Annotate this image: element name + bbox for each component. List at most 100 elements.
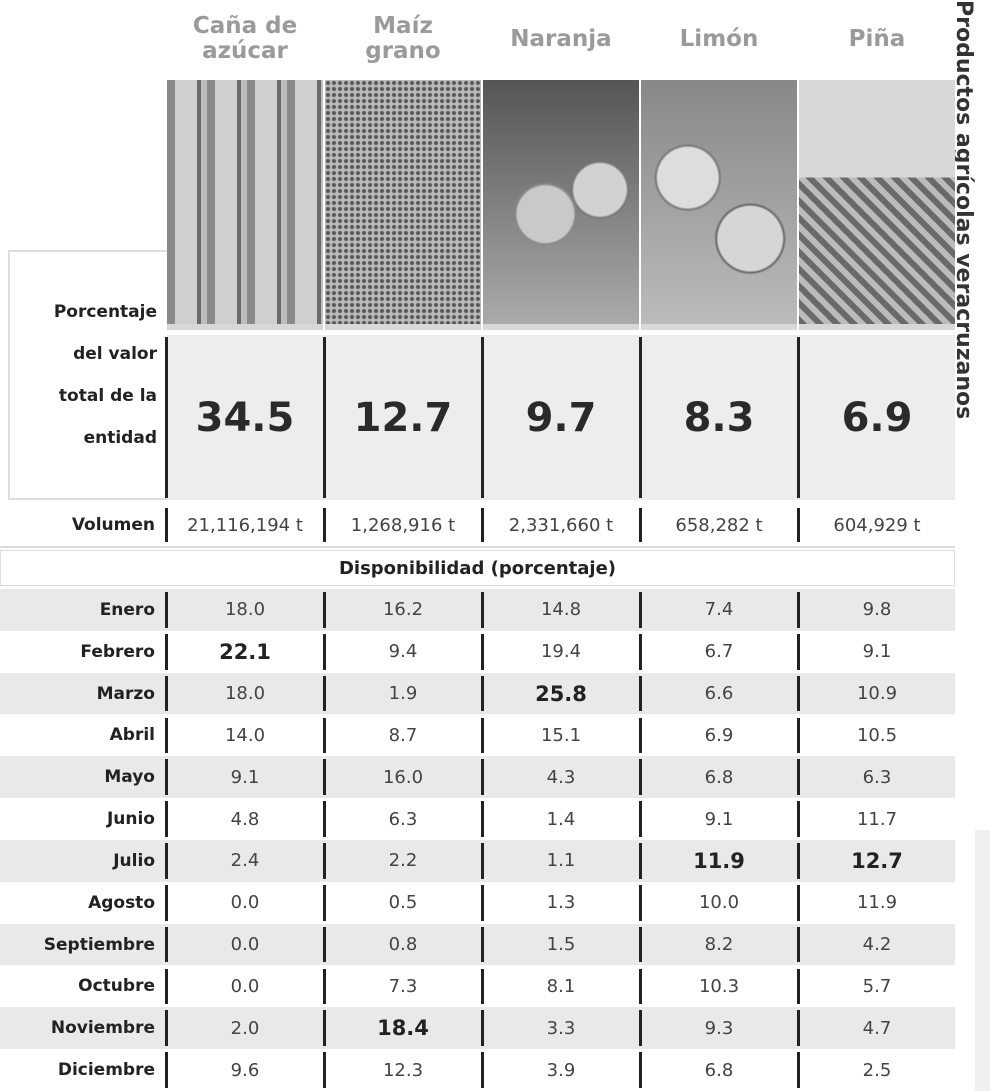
month-value: 10.3 xyxy=(641,966,797,1008)
month-label: Abril xyxy=(0,715,165,757)
separator xyxy=(797,843,800,879)
column-header: Naranja xyxy=(483,0,639,78)
separator xyxy=(323,969,326,1005)
separator xyxy=(323,843,326,879)
separator xyxy=(797,634,800,670)
column-header: Limón xyxy=(641,0,797,78)
month-value: 1.4 xyxy=(483,798,639,840)
month-label: Octubre xyxy=(0,966,165,1008)
separator xyxy=(323,801,326,837)
month-label: Julio xyxy=(0,840,165,882)
month-label: Febrero xyxy=(0,631,165,673)
month-value: 4.2 xyxy=(799,924,955,966)
separator xyxy=(797,676,800,712)
separator xyxy=(165,592,168,628)
month-value: 10.0 xyxy=(641,882,797,924)
separator xyxy=(323,759,326,795)
month-label: Septiembre xyxy=(0,924,165,966)
month-value: 6.7 xyxy=(641,631,797,673)
separator xyxy=(481,927,484,963)
separator xyxy=(639,634,642,670)
separator xyxy=(165,885,168,921)
month-value: 25.8 xyxy=(483,673,639,715)
separator xyxy=(165,337,168,498)
month-value: 1.5 xyxy=(483,924,639,966)
product-photo xyxy=(799,80,955,330)
month-value: 5.7 xyxy=(799,966,955,1008)
month-value: 9.6 xyxy=(167,1049,323,1091)
volume-value: 658,282 t xyxy=(641,505,797,545)
separator xyxy=(481,1052,484,1088)
separator xyxy=(165,718,168,754)
separator xyxy=(639,969,642,1005)
separator xyxy=(797,718,800,754)
month-value: 16.0 xyxy=(325,756,481,798)
month-value: 2.5 xyxy=(799,1049,955,1091)
separator xyxy=(797,927,800,963)
separator xyxy=(323,927,326,963)
separator xyxy=(323,1052,326,1088)
separator xyxy=(639,885,642,921)
month-value: 2.2 xyxy=(325,840,481,882)
percent-value: 9.7 xyxy=(483,335,639,500)
month-value: 1.3 xyxy=(483,882,639,924)
product-photo xyxy=(167,80,323,330)
month-value: 0.0 xyxy=(167,966,323,1008)
separator xyxy=(481,634,484,670)
separator xyxy=(797,759,800,795)
column-header-text: Maíz grano xyxy=(344,14,462,64)
separator xyxy=(639,337,642,498)
month-value: 8.2 xyxy=(641,924,797,966)
month-value: 9.1 xyxy=(641,798,797,840)
separator xyxy=(165,927,168,963)
month-value: 3.3 xyxy=(483,1007,639,1049)
month-value: 12.7 xyxy=(799,840,955,882)
month-value: 0.8 xyxy=(325,924,481,966)
separator xyxy=(639,759,642,795)
volume-value: 2,331,660 t xyxy=(483,505,639,545)
separator xyxy=(481,337,484,498)
month-value: 7.3 xyxy=(325,966,481,1008)
percent-value: 34.5 xyxy=(167,335,323,500)
separator xyxy=(165,1052,168,1088)
separator xyxy=(639,927,642,963)
product-photo xyxy=(483,80,639,330)
separator xyxy=(165,801,168,837)
separator xyxy=(481,592,484,628)
month-value: 11.9 xyxy=(799,882,955,924)
month-label: Junio xyxy=(0,798,165,840)
month-value: 9.3 xyxy=(641,1007,797,1049)
month-value: 22.1 xyxy=(167,631,323,673)
month-value: 8.7 xyxy=(325,715,481,757)
column-header-text: Caña de azúcar xyxy=(186,14,304,64)
month-value: 18.0 xyxy=(167,673,323,715)
volume-value: 1,268,916 t xyxy=(325,505,481,545)
month-value: 0.5 xyxy=(325,882,481,924)
month-label: Mayo xyxy=(0,756,165,798)
separator xyxy=(797,969,800,1005)
month-label: Diciembre xyxy=(0,1049,165,1091)
month-value: 6.3 xyxy=(799,756,955,798)
column-header: Piña xyxy=(799,0,955,78)
month-label: Agosto xyxy=(0,882,165,924)
month-value: 7.4 xyxy=(641,589,797,631)
percent-value: 8.3 xyxy=(641,335,797,500)
separator xyxy=(481,508,484,542)
separator xyxy=(323,676,326,712)
month-value: 6.9 xyxy=(641,715,797,757)
month-label: Noviembre xyxy=(0,1007,165,1049)
separator xyxy=(639,676,642,712)
separator xyxy=(481,843,484,879)
month-value: 10.9 xyxy=(799,673,955,715)
column-header-text: Naranja xyxy=(502,27,620,52)
separator xyxy=(639,1052,642,1088)
separator xyxy=(797,508,800,542)
month-value: 10.5 xyxy=(799,715,955,757)
separator xyxy=(323,1010,326,1046)
month-value: 1.9 xyxy=(325,673,481,715)
column-header: Maíz grano xyxy=(325,0,481,78)
separator xyxy=(165,634,168,670)
separator xyxy=(797,1052,800,1088)
separator xyxy=(323,337,326,498)
month-value: 6.3 xyxy=(325,798,481,840)
